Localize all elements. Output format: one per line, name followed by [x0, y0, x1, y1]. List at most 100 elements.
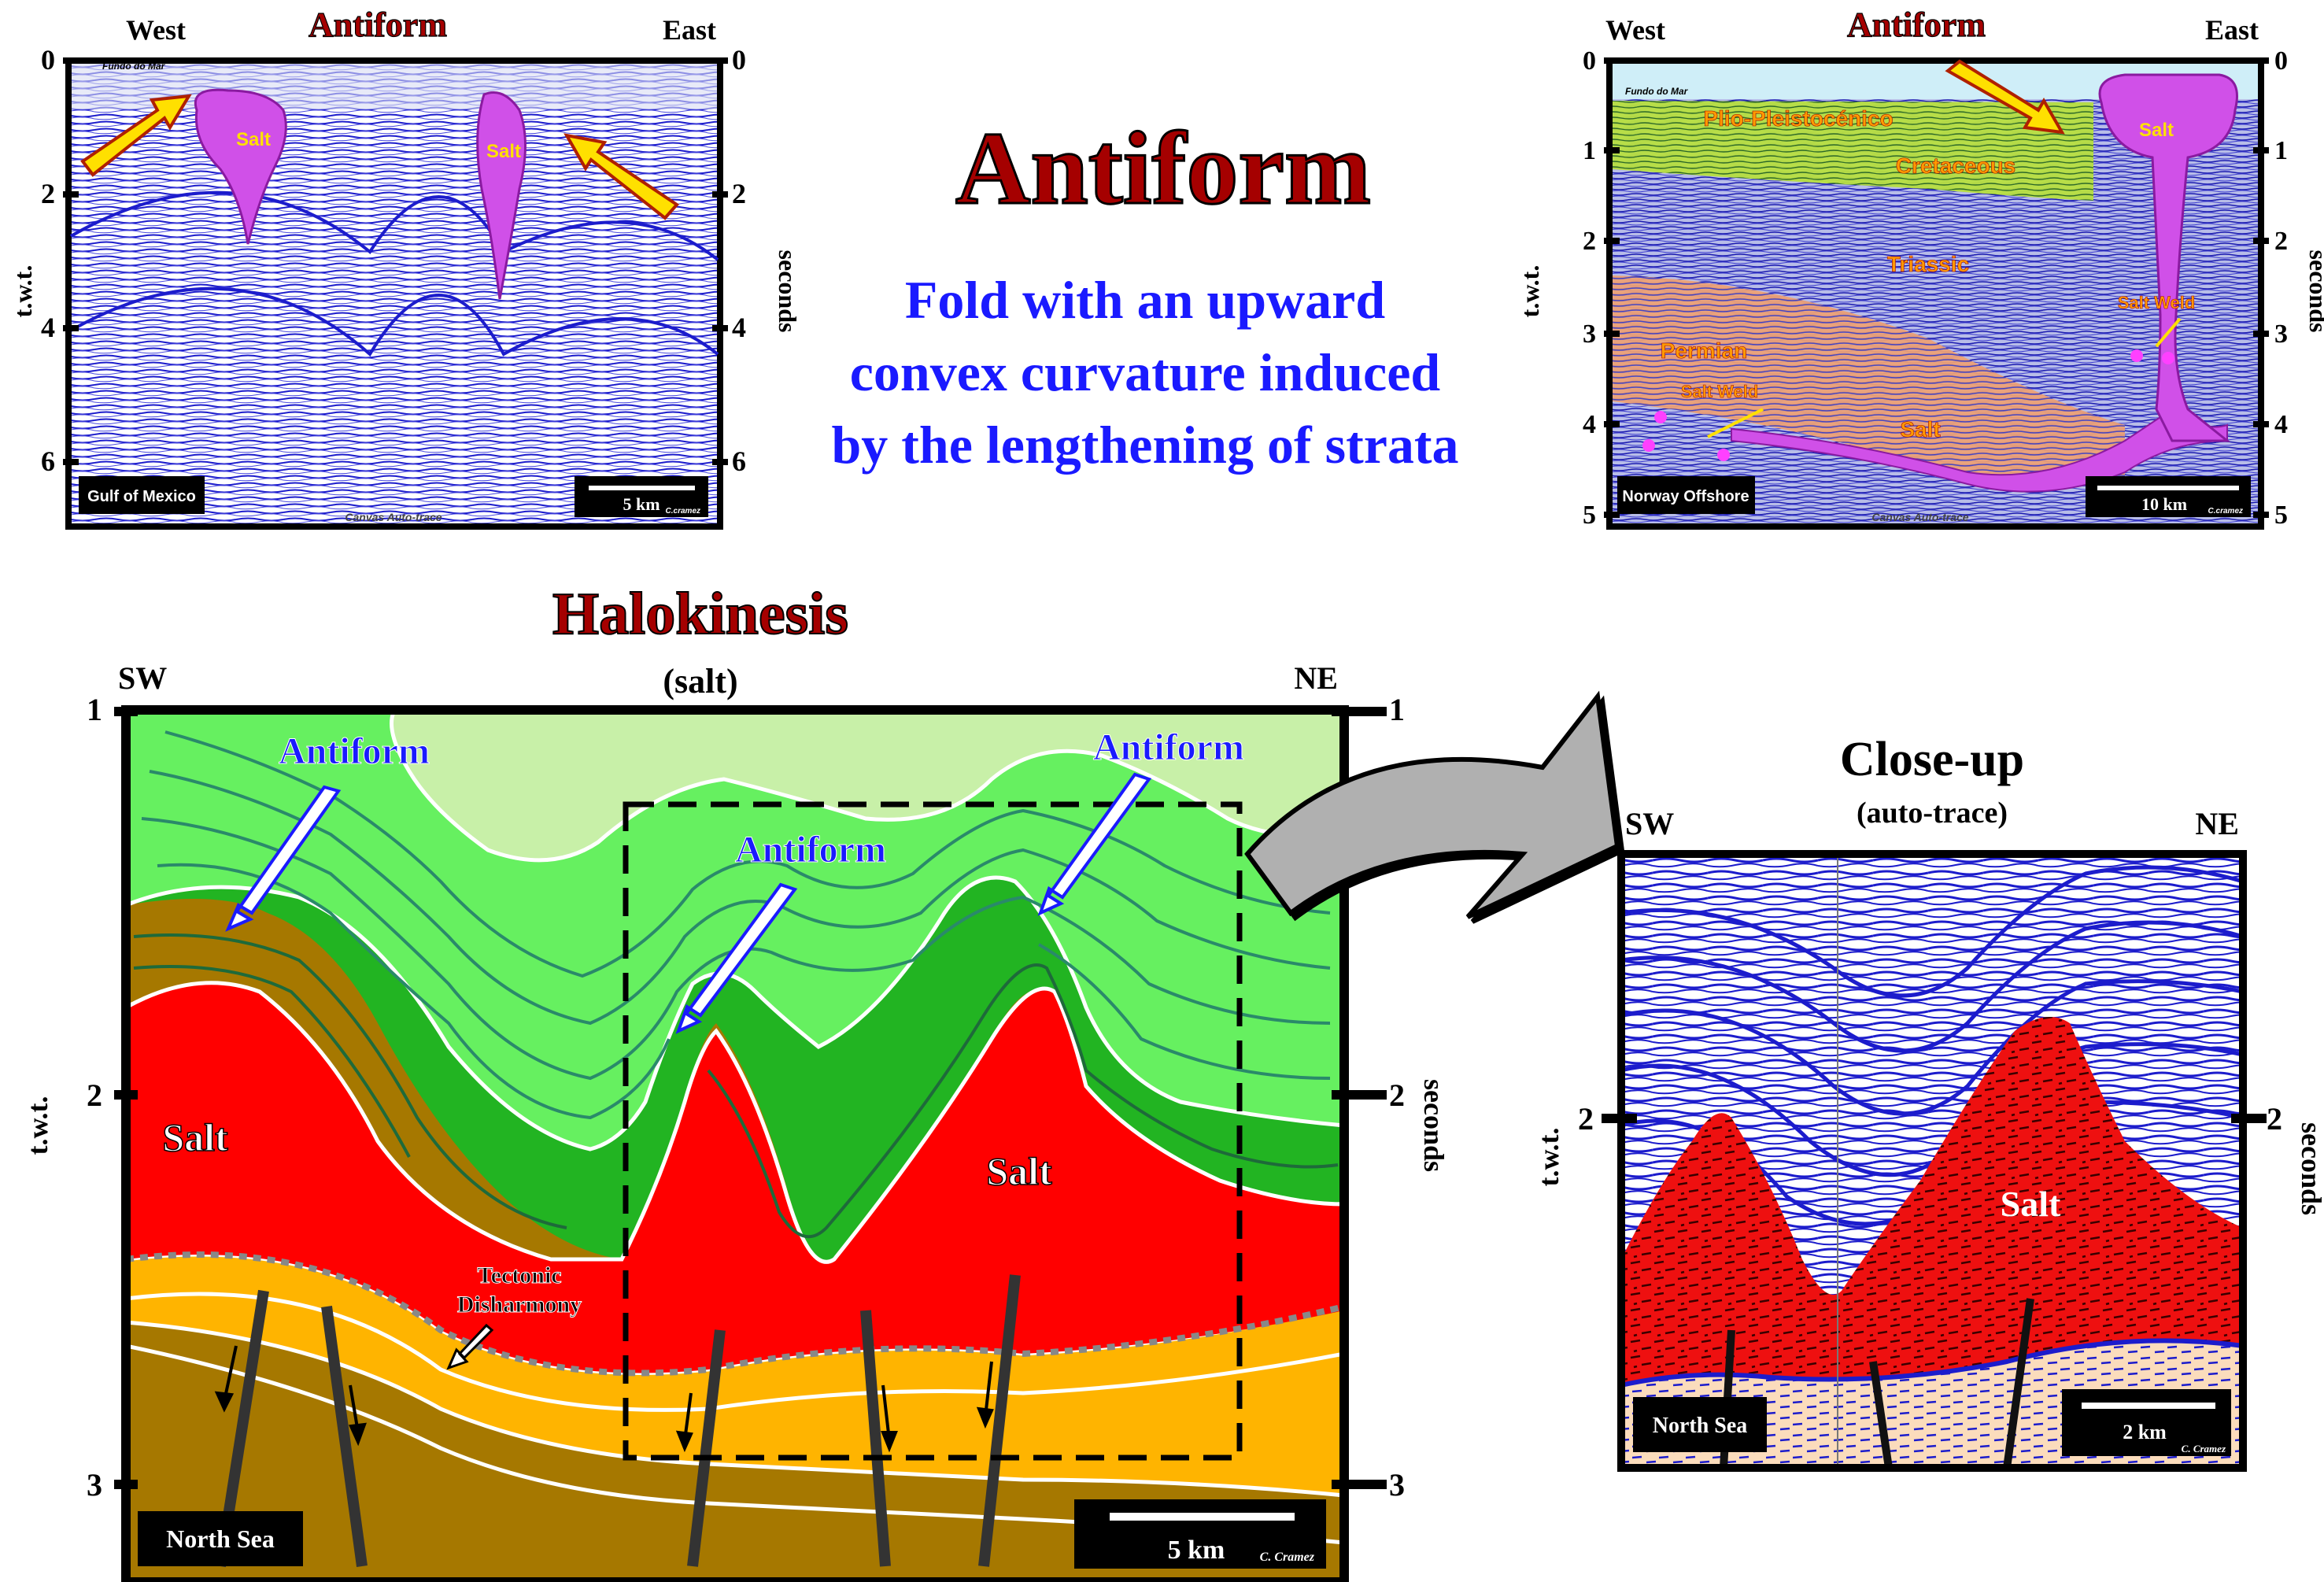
main-title: Antiform	[955, 110, 1371, 226]
halokinesis-credit: C. Cramez	[1260, 1551, 1315, 1564]
gom-scale-bar	[589, 486, 695, 490]
norway-left-tick: 4	[1583, 410, 1596, 439]
closeup-ne-label: NE	[2195, 806, 2239, 841]
closeup-right-axis-label: seconds	[2296, 1122, 2324, 1215]
norway-footer: Canvas Auto-trace	[1871, 511, 1968, 523]
norway-left-axis: 0 1 2 3 4 5 t.w.t.	[1516, 46, 1620, 530]
halokinesis-right-tick: 3	[1389, 1467, 1405, 1503]
halokinesis-left-tick: 1	[87, 692, 102, 727]
norway-right-tick: 4	[2274, 410, 2288, 439]
closeup-sw-label: SW	[1625, 806, 1674, 841]
halokinesis-left-tick: 2	[87, 1077, 102, 1113]
gom-seafloor-label: Fundo do Mar	[102, 61, 166, 72]
closeup-scale-box	[2062, 1389, 2231, 1456]
closeup-frame	[1617, 850, 2247, 1472]
gom-credit: C.cramez	[666, 507, 700, 516]
norway-right-axis: 0 1 2 3 4 5 seconds	[2253, 46, 2324, 530]
halokinesis-left-tick: 3	[87, 1467, 102, 1503]
closeup-right-tick-mark	[2231, 1114, 2267, 1123]
closeup-salt-label: Salt	[2001, 1184, 2061, 1224]
closeup-left-tick-mark	[1602, 1114, 1637, 1123]
panel-gulf-of-mexico: West East Antiform Salt Salt Fundo do Ma…	[9, 5, 802, 530]
norway-right-tick: 1	[2274, 136, 2288, 165]
panel-norway-offshore: West East Antiform Salt Plio-Pleistocéni…	[1516, 5, 2324, 530]
halokinesis-left-axis-label: t.w.t.	[22, 1096, 54, 1155]
halokinesis-left-axis: 1 2 3 t.w.t.	[22, 692, 138, 1503]
halokinesis-scale-label: 5 km	[1168, 1536, 1225, 1565]
weld-marker	[1642, 439, 1655, 452]
gom-east-label: East	[663, 14, 716, 46]
closeup-scale-bar	[2082, 1403, 2215, 1409]
halokinesis-salt-label-1: Salt	[162, 1115, 228, 1159]
norway-right-axis-label: seconds	[2304, 250, 2324, 333]
gom-right-axis: 0 2 4 6 seconds	[712, 44, 802, 477]
gom-location-box	[79, 476, 205, 514]
halokinesis-location-box	[138, 1511, 303, 1566]
disharmony-arrow-icon	[446, 1323, 494, 1370]
norway-salt-weld-left: Salt Weld	[1681, 382, 1759, 401]
closeup-salt-body	[1621, 1017, 2243, 1385]
weld-marker	[1717, 449, 1730, 461]
norway-scale-bar	[2097, 486, 2239, 490]
norway-left-tick: 1	[1583, 136, 1596, 165]
norway-east-label: East	[2205, 14, 2259, 46]
norway-unit-cretaceous: Cretaceous	[1896, 153, 2016, 178]
closeup-location-label: North Sea	[1653, 1414, 1748, 1438]
norway-right-tick: 3	[2274, 320, 2288, 349]
gom-salt-label-2: Salt	[486, 141, 521, 162]
closeup-scale-label: 2 km	[2123, 1421, 2167, 1443]
norway-scale-box	[2086, 476, 2251, 517]
pre-salt-orange-layer	[126, 1255, 1344, 1495]
gom-left-tick: 6	[41, 445, 55, 477]
panel-closeup: Close-up (auto-trace) SW NE	[1533, 733, 2324, 1472]
gom-left-tick: 2	[41, 178, 55, 209]
halokinesis-frame	[121, 705, 1349, 1582]
halokinesis-right-tick: 1	[1389, 692, 1405, 727]
fault-arrows	[214, 1345, 994, 1453]
norway-scale-label: 10 km	[2141, 494, 2187, 514]
closeup-left-tick: 2	[1578, 1101, 1594, 1137]
main-heading: Antiform Fold with an upward convex curv…	[831, 109, 1458, 475]
halokinesis-sw-label: SW	[118, 660, 167, 696]
halokinesis-right-tick: 2	[1389, 1077, 1405, 1113]
halokinesis-right-axis-label: seconds	[1418, 1079, 1450, 1172]
norway-unit-salt: Salt	[1900, 417, 1940, 442]
tectonic-disharmony-line	[126, 1251, 1344, 1377]
gom-left-axis: 0 2 4 6 t.w.t.	[9, 44, 79, 477]
norway-permian-layer	[1613, 275, 2125, 480]
norway-green-layer	[1613, 101, 2093, 201]
weld-marker	[2162, 352, 2174, 364]
norway-right-tick: 5	[2274, 501, 2288, 530]
disharmony-label-1: Tectonic	[477, 1262, 561, 1288]
gom-arrow-right-icon	[563, 133, 680, 220]
weld-marker	[2130, 349, 2143, 362]
gom-location-label: Gulf of Mexico	[87, 488, 196, 505]
gom-footer: Canvas Auto-trace	[345, 511, 442, 523]
gom-right-tick: 6	[732, 445, 746, 477]
gom-right-axis-label: seconds	[774, 250, 802, 333]
mid-green-layer	[126, 710, 1344, 1149]
norway-left-tick: 3	[1583, 320, 1596, 349]
gom-left-tick: 4	[41, 312, 55, 343]
dark-bedding-lines	[133, 933, 1339, 1239]
norway-unit-plio: Plio-Pleistocénico	[1703, 106, 1893, 131]
norway-left-tick: 0	[1583, 46, 1596, 76]
halokinesis-subtitle: (salt)	[663, 662, 737, 700]
norway-west-label: West	[1605, 14, 1665, 46]
norway-location-box	[1617, 476, 1755, 514]
norway-left-tick: 2	[1583, 227, 1596, 256]
norway-salt-weld-right: Salt Weld	[2118, 293, 2196, 312]
definition-line-3: by the lengthening of strata	[831, 415, 1458, 475]
gom-seismic-section	[65, 57, 723, 530]
norway-location-label: Norway Offshore	[1622, 488, 1749, 505]
closeup-location-box	[1633, 1397, 1767, 1452]
gom-salt-body-left	[194, 88, 287, 245]
gom-right-tick: 0	[732, 44, 746, 76]
weld-marker	[1654, 411, 1667, 423]
panel-halokinesis: Halokinesis (salt) SW NE	[22, 580, 1450, 1582]
halokinesis-location-label: North Sea	[166, 1525, 275, 1553]
gom-scale-box	[575, 476, 708, 517]
gom-salt-body-right	[476, 91, 527, 300]
halokinesis-title: Halokinesis	[552, 581, 848, 647]
norway-salt-top-label: Salt	[2139, 120, 2174, 141]
